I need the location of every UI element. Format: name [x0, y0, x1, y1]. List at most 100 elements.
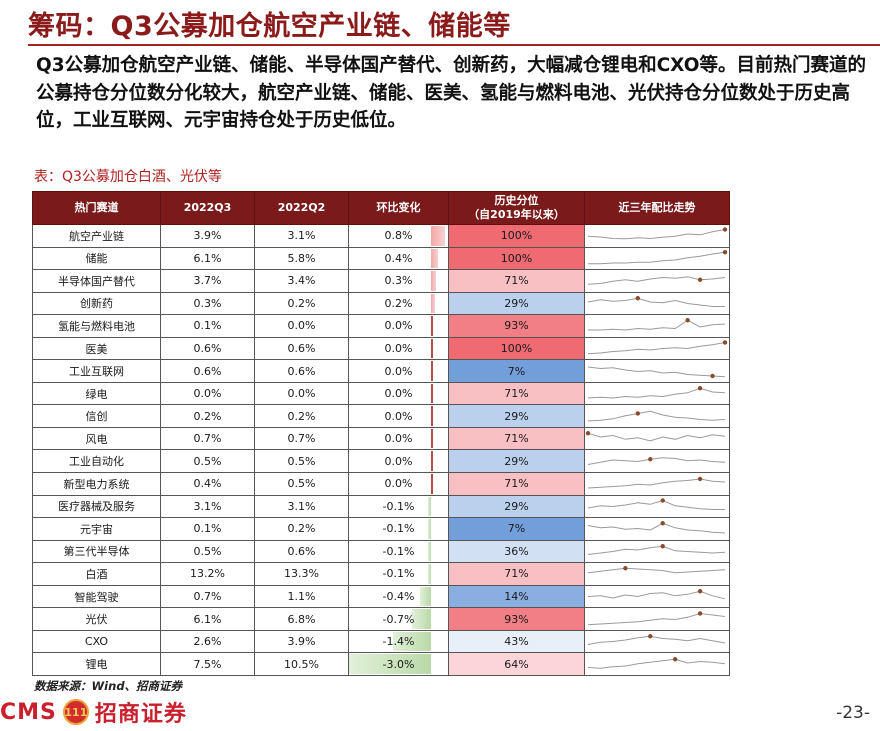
cell-percentile: 100% [448, 336, 585, 361]
cell-trend-sparkline [584, 404, 730, 428]
cell-sector: 信创 [32, 404, 161, 428]
change-value: 0.0% [384, 432, 413, 446]
table-header-row: 热门赛道 2022Q3 2022Q2 环比变化 历史分位 （自2019年以来） … [32, 191, 730, 225]
cell-trend-sparkline [584, 629, 730, 654]
cell-2022q3: 0.7% [160, 426, 255, 451]
cell-2022q3: 0.5% [160, 449, 255, 474]
trend-sparkline [587, 498, 725, 510]
table-row: 信创 0.2% 0.2% 0.0% 29% [32, 404, 730, 428]
cell-2022q2: 0.2% [254, 291, 349, 316]
table-row: 第三代半导体 0.5% 0.6% -0.1% 36% [32, 539, 730, 564]
trend-sparkline [587, 410, 726, 422]
table-row: 锂电 7.5% 10.5% -3.0% 64% [32, 652, 730, 676]
cell-change: -3.0% [348, 652, 449, 676]
change-value: 0.4% [384, 251, 413, 265]
cell-percentile: 64% [448, 652, 585, 676]
change-bar [392, 631, 431, 652]
cell-trend-sparkline [584, 224, 730, 248]
cell-2022q3: 0.6% [160, 359, 255, 383]
cell-2022q3: 0.7% [160, 584, 255, 609]
cell-2022q3: 6.1% [160, 246, 255, 271]
change-value: 0.0% [384, 342, 413, 355]
change-bar [431, 338, 433, 359]
change-value: 0.3% [384, 274, 413, 288]
trend-marker [648, 634, 653, 639]
logo-emblem-icon: 111 [62, 699, 89, 725]
cell-change: -0.4% [348, 584, 449, 609]
cell-2022q3: 0.6% [160, 336, 255, 361]
trend-sparkline [588, 318, 726, 331]
cell-percentile: 36% [448, 539, 585, 564]
change-bar [428, 564, 431, 584]
change-value: -0.1% [382, 544, 415, 558]
trend-line [587, 457, 726, 465]
trend-line [587, 276, 726, 286]
cell-sector: 智能驾驶 [32, 584, 161, 609]
change-value: 0.0% [384, 387, 413, 401]
table-row: 医美 0.6% 0.6% 0.0% 100% [32, 336, 730, 361]
table-row: 工业自动化 0.5% 0.5% 0.0% 29% [32, 449, 730, 474]
cell-2022q2: 13.3% [254, 562, 349, 586]
trend-marker [697, 589, 703, 594]
trend-line [588, 251, 726, 265]
trend-sparkline [587, 566, 726, 574]
cell-change: 0.0% [348, 314, 449, 338]
cell-change: 0.0% [348, 359, 449, 383]
table-caption: 表：Q3公募加仓白酒、光伏等 [34, 169, 222, 185]
cell-trend-sparkline [584, 517, 730, 541]
table-row: 光伏 6.1% 6.8% -0.7% 93% [32, 607, 730, 631]
cell-2022q2: 3.9% [254, 629, 349, 654]
cell-2022q2: 0.0% [254, 314, 349, 338]
slide-title: 筹码：Q3公募加仓航空产业链、储能等 [28, 11, 511, 42]
cell-sector: 储能 [32, 246, 161, 271]
cell-percentile: 7% [448, 517, 585, 541]
cell-percentile: 29% [448, 291, 585, 316]
cell-2022q3: 0.2% [160, 404, 255, 428]
change-bar [411, 609, 431, 629]
cell-change: 0.0% [348, 426, 449, 451]
cell-2022q3: 0.0% [160, 381, 255, 406]
page-number: -23- [836, 703, 870, 723]
change-value: -1.4% [382, 635, 415, 649]
cell-2022q2: 0.6% [254, 539, 349, 564]
sector-holdings-table: 热门赛道 2022Q3 2022Q2 环比变化 历史分位 （自2019年以来） … [32, 191, 730, 676]
change-bar [349, 654, 431, 674]
cell-percentile: 71% [448, 562, 585, 586]
cell-change: 0.0% [348, 404, 449, 428]
cell-2022q3: 7.5% [160, 652, 255, 676]
change-bar [428, 496, 431, 517]
trend-line [587, 523, 726, 534]
trend-sparkline [587, 366, 726, 378]
cell-sector: 医美 [32, 336, 161, 361]
trend-sparkline [587, 543, 726, 555]
summary-paragraph: Q3公募加仓航空产业链、储能、半导体国产替代、创新药，大幅减仓锂电和CXO等。目… [36, 55, 867, 131]
cell-sector: 工业自动化 [32, 449, 161, 474]
cell-percentile: 29% [448, 404, 585, 428]
trend-sparkline [587, 634, 726, 646]
cell-2022q3: 0.4% [160, 472, 255, 496]
logo-latin: CMS [0, 699, 57, 725]
cell-2022q2: 0.5% [254, 472, 349, 496]
trend-sparkline [585, 431, 726, 442]
cell-sector: 锂电 [32, 652, 161, 676]
cell-2022q3: 0.5% [160, 539, 255, 564]
cell-change: -0.1% [348, 539, 449, 564]
cell-sector: 风电 [32, 426, 161, 451]
change-bar [431, 474, 433, 494]
cell-change: 0.0% [348, 381, 449, 406]
trend-line [587, 568, 726, 574]
trend-marker [710, 373, 715, 378]
cell-trend-sparkline [584, 381, 730, 406]
table-row: 创新药 0.3% 0.2% 0.2% 29% [32, 291, 730, 316]
trend-line [587, 366, 726, 377]
change-bar [431, 226, 445, 246]
trend-marker [660, 543, 665, 549]
trend-marker [648, 456, 653, 462]
cell-2022q2: 0.2% [254, 517, 349, 541]
change-value: -0.4% [382, 590, 415, 604]
trend-sparkline [588, 249, 728, 265]
change-bar [420, 586, 431, 607]
change-bar [431, 293, 435, 314]
cell-2022q2: 3.4% [254, 269, 349, 293]
cell-2022q2: 0.0% [254, 381, 349, 406]
